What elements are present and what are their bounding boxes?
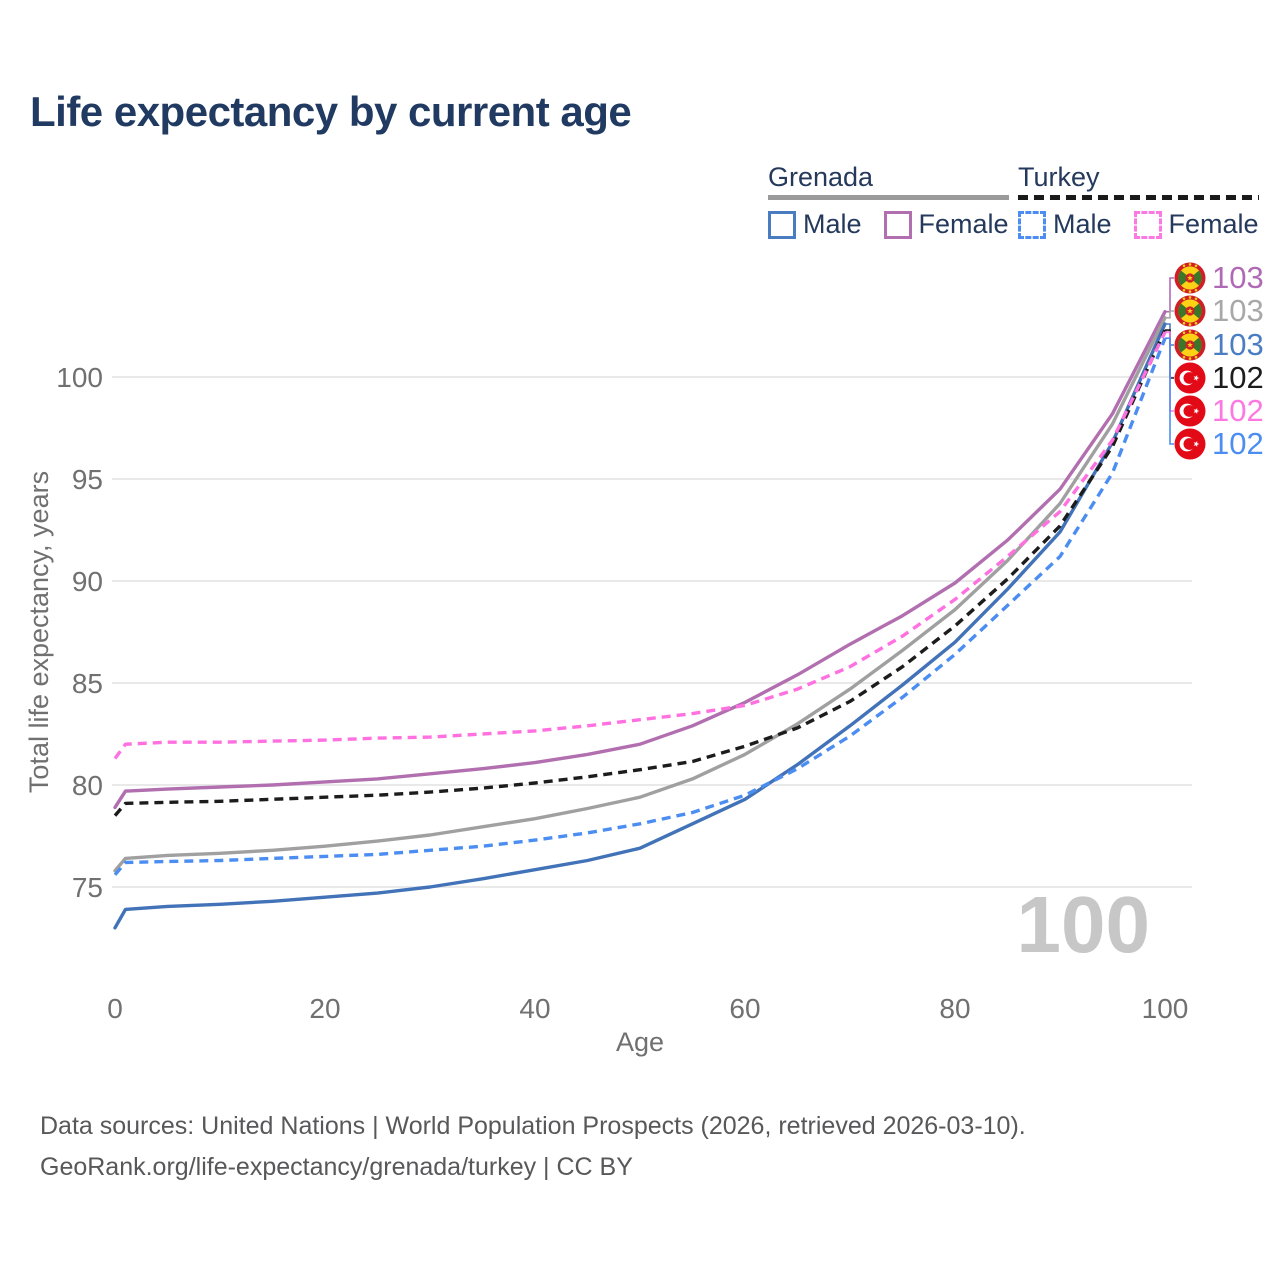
x-tick-label: 100: [1142, 993, 1189, 1024]
x-tick-label: 40: [519, 993, 550, 1024]
turkey-dashed-line-key-icon: [1018, 195, 1259, 200]
y-axis-title: Total life expectancy, years: [24, 471, 54, 793]
legend-country-turkey: Turkey: [1018, 162, 1100, 192]
x-tick-label: 0: [107, 993, 123, 1024]
age-watermark: 100: [1017, 880, 1150, 969]
series-line-turkey_female: [113, 331, 1167, 760]
y-tick-label: 100: [56, 362, 103, 393]
turkey-flag-icon: [1174, 395, 1206, 427]
legend-label-grenada-female: Female: [918, 209, 1009, 239]
x-tick-label: 20: [309, 993, 340, 1024]
legend-label-turkey-female: Female: [1168, 209, 1259, 239]
end-value-label-turkey_female: 102: [1212, 393, 1264, 428]
y-tick-label: 95: [72, 464, 103, 495]
x-tick-label: 60: [729, 993, 760, 1024]
end-value-label-grenada_male: 103: [1212, 327, 1264, 362]
x-tick-label: 80: [939, 993, 970, 1024]
legend-country-grenada: Grenada: [768, 162, 874, 192]
end-label-leader-grenada_female: [1165, 277, 1174, 313]
turkey-male-swatch-icon: [1018, 210, 1046, 239]
grenada-male-swatch-icon: [768, 210, 796, 239]
turkey-flag-icon: [1174, 428, 1206, 460]
footer: Data sources: United Nations | World Pop…: [40, 1106, 1026, 1188]
y-tick-label: 80: [72, 770, 103, 801]
page-title: Life expectancy by current age: [30, 88, 632, 135]
end-label-leader-turkey_male: [1165, 337, 1174, 445]
footer-data-sources: Data sources: United Nations | World Pop…: [40, 1112, 1026, 1140]
turkey-female-swatch-icon: [1133, 210, 1162, 239]
y-tick-label: 75: [72, 872, 103, 903]
series-line-turkey_total: [113, 329, 1167, 817]
grenada-flag-icon: [1174, 262, 1206, 294]
end-value-label-grenada_female: 103: [1212, 260, 1264, 295]
turkey-flag-icon: [1174, 362, 1206, 394]
series-line-grenada_total: [113, 316, 1167, 873]
y-tick-label: 85: [72, 668, 103, 699]
end-value-label-turkey_total: 102: [1212, 360, 1264, 395]
legend-group-turkey: Turkey Male Female: [1018, 162, 1259, 240]
legend-item-turkey-male[interactable]: Male: [1018, 209, 1112, 240]
footer-attribution: GeoRank.org/life-expectancy/grenada/turk…: [40, 1153, 633, 1181]
series-line-grenada_female: [113, 310, 1167, 810]
end-value-label-turkey_male: 102: [1212, 426, 1264, 461]
legend-group-grenada: Grenada Male Female: [768, 162, 1009, 240]
grenada-solid-line-key-icon: [768, 195, 1009, 200]
end-label-leader-grenada_total: [1165, 310, 1174, 319]
legend-item-grenada-male[interactable]: Male: [768, 209, 862, 240]
grenada-flag-icon: [1174, 329, 1206, 361]
legend-item-grenada-female[interactable]: Female: [883, 209, 1009, 240]
legend-label-turkey-male: Male: [1053, 209, 1112, 239]
series-line-grenada_male: [113, 322, 1167, 930]
x-axis-title: Age: [616, 1027, 664, 1057]
grenada-female-swatch-icon: [883, 210, 912, 239]
grenada-flag-icon: [1174, 295, 1206, 327]
y-tick-label: 90: [72, 566, 103, 597]
legend-item-turkey-female[interactable]: Female: [1133, 209, 1259, 240]
end-value-label-grenada_total: 103: [1212, 293, 1264, 328]
series-line-turkey_male: [113, 337, 1167, 876]
legend-label-grenada-male: Male: [803, 209, 862, 239]
